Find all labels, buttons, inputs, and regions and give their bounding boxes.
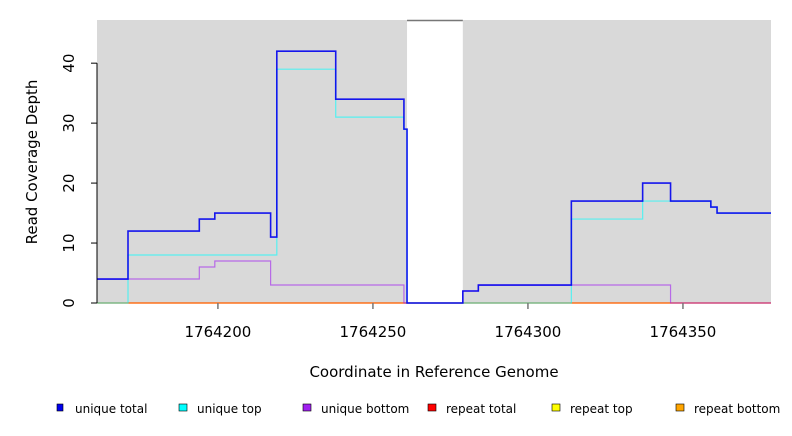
legend-swatch: [427, 403, 437, 412]
series-unique-bottom: [97, 260, 771, 304]
legend-label: repeat bottom: [694, 402, 780, 416]
legend-swatch: [302, 403, 312, 412]
y-tick-label: 40: [60, 54, 78, 73]
y-axis-label: Read Coverage Depth: [23, 80, 41, 245]
legend-label: repeat total: [446, 402, 516, 416]
legend-swatch: [551, 403, 561, 412]
x-tick-label: 1764200: [185, 323, 252, 341]
y-tick-label: 20: [60, 174, 78, 193]
y-tick-label: 10: [60, 233, 78, 252]
legend-item-unique-total: unique total: [56, 402, 147, 416]
x-tick-label: 1764300: [495, 323, 562, 341]
x-tick-label: 1764350: [650, 323, 717, 341]
legend-item-repeat-bottom: repeat bottom: [675, 402, 780, 416]
legend-swatch: [675, 403, 685, 412]
x-tick-label: 1764250: [340, 323, 407, 341]
legend-label: repeat top: [570, 402, 633, 416]
legend-label: unique bottom: [321, 402, 409, 416]
legend-label: unique top: [197, 402, 262, 416]
gap-region: [407, 20, 463, 303]
legend-swatch: [178, 403, 188, 412]
legend-label: unique total: [75, 402, 147, 416]
legend-item-unique-top: unique top: [178, 402, 262, 416]
legend-item-repeat-top: repeat top: [551, 402, 633, 416]
y-tick-label: 0: [60, 298, 78, 308]
legend-item-repeat-total: repeat total: [427, 402, 516, 416]
x-axis-label: Coordinate in Reference Genome: [309, 363, 558, 381]
y-tick-label: 30: [60, 114, 78, 133]
series-unique-total: [97, 50, 771, 304]
legend-item-unique-bottom: unique bottom: [302, 402, 409, 416]
legend-swatch: [56, 403, 64, 412]
